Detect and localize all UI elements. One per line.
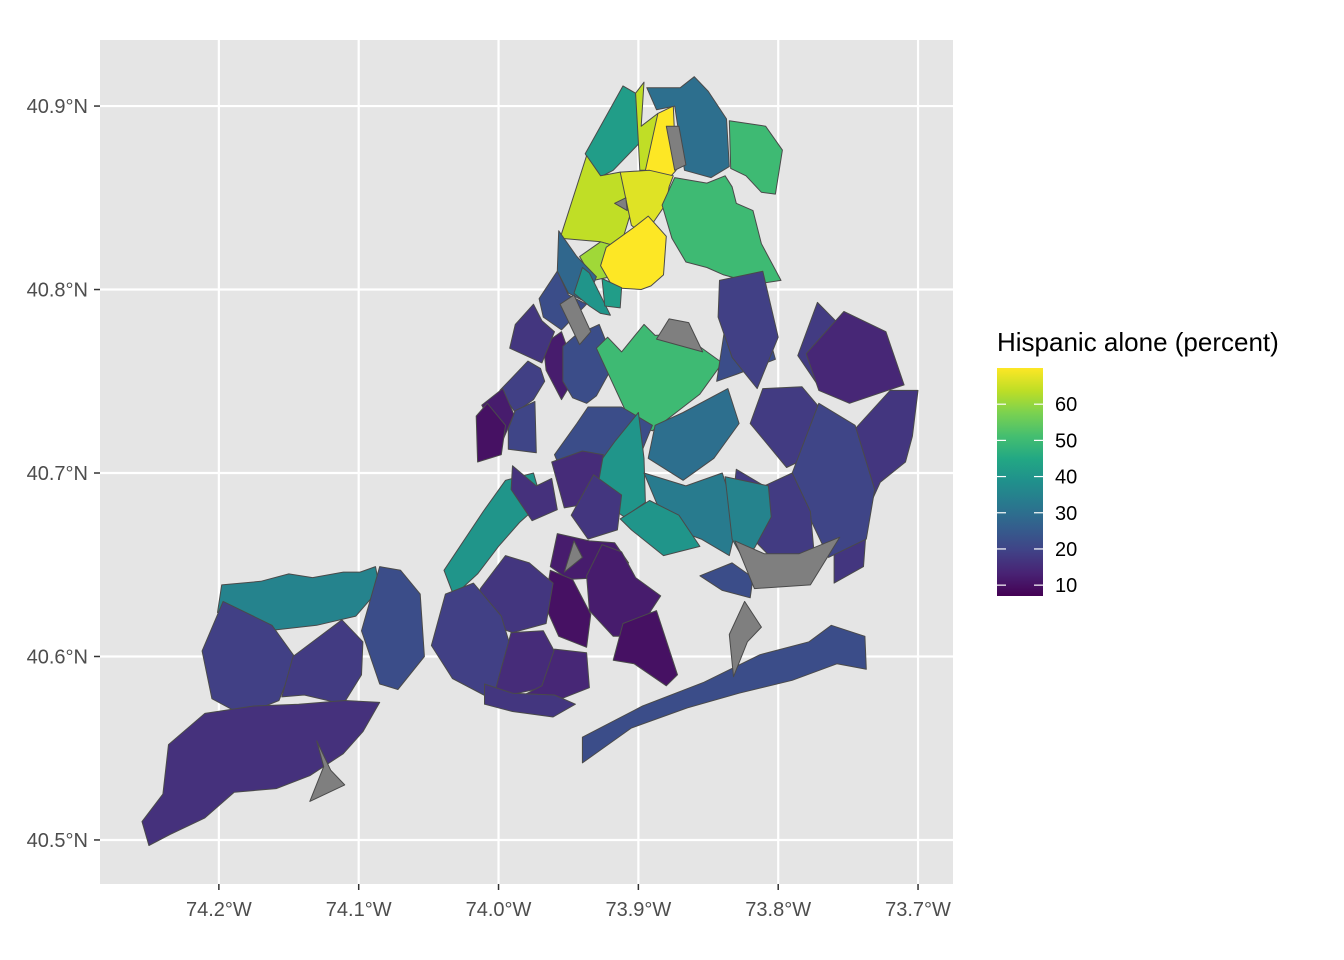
district-polygon bbox=[614, 197, 628, 212]
district-polygon bbox=[612, 610, 678, 687]
district-polygon bbox=[509, 303, 555, 364]
district-polygon bbox=[563, 540, 583, 573]
district-polygon bbox=[510, 465, 558, 522]
x-tick-label: 74.1°W bbox=[326, 899, 392, 921]
district-polygon bbox=[656, 318, 704, 353]
district-polygon bbox=[665, 125, 687, 171]
y-tick-label: 40.5°N bbox=[27, 830, 88, 852]
y-axis: 40.5°N 40.6°N 40.7°N 40.8°N 40.9°N bbox=[27, 96, 100, 852]
x-tick-label: 73.7°W bbox=[885, 899, 951, 921]
x-axis: 74.2°W 74.1°W 74.0°W 73.9°W 73.8°W 73.7°W bbox=[186, 884, 951, 921]
district-polygon bbox=[559, 155, 635, 248]
district-polygon bbox=[484, 683, 576, 718]
legend-tick-label: 50 bbox=[1055, 430, 1077, 452]
district-polygon bbox=[805, 311, 905, 404]
legend-tick-label: 60 bbox=[1055, 394, 1077, 416]
district-polygon bbox=[717, 270, 779, 390]
legend-tick-label: 40 bbox=[1055, 467, 1077, 489]
district-polygon bbox=[559, 294, 592, 346]
legend-title: Hispanic alone (percent) bbox=[997, 327, 1279, 357]
legend-ticks: 10 20 30 40 50 60 bbox=[997, 394, 1077, 597]
district-polygon bbox=[699, 562, 754, 599]
district-polygon bbox=[728, 120, 783, 195]
x-tick-label: 73.8°W bbox=[745, 899, 811, 921]
district-polygon bbox=[600, 215, 667, 290]
x-tick-label: 74.0°W bbox=[466, 899, 532, 921]
legend-colorbar bbox=[997, 368, 1043, 596]
district-polygon bbox=[281, 619, 364, 705]
district-polygon bbox=[661, 175, 782, 285]
district-polygon bbox=[647, 388, 740, 481]
district-polygon bbox=[309, 740, 346, 802]
district-polygon bbox=[728, 600, 762, 678]
districts-layer bbox=[141, 76, 919, 846]
y-tick-label: 40.8°N bbox=[27, 280, 88, 302]
legend: Hispanic alone (percent) 10 20 30 40 50 60 bbox=[997, 327, 1279, 597]
district-polygon bbox=[724, 476, 772, 555]
district-polygon bbox=[141, 700, 381, 846]
y-tick-label: 40.7°N bbox=[27, 463, 88, 485]
x-tick-label: 74.2°W bbox=[186, 899, 252, 921]
district-polygon bbox=[573, 267, 611, 316]
legend-tick-label: 10 bbox=[1055, 575, 1077, 597]
district-polygon bbox=[646, 76, 730, 179]
district-polygon bbox=[570, 474, 623, 540]
district-polygon bbox=[734, 536, 841, 590]
district-polygon bbox=[507, 401, 537, 454]
legend-tick-label: 30 bbox=[1055, 503, 1077, 525]
y-tick-label: 40.6°N bbox=[27, 646, 88, 668]
x-tick-label: 73.9°W bbox=[605, 899, 671, 921]
district-polygon bbox=[361, 566, 425, 690]
district-polygon bbox=[581, 624, 867, 764]
legend-tick-label: 20 bbox=[1055, 539, 1077, 561]
y-tick-label: 40.9°N bbox=[27, 96, 88, 118]
district-polygon bbox=[475, 402, 506, 463]
district-polygon bbox=[619, 500, 701, 557]
district-polygon bbox=[601, 278, 623, 309]
